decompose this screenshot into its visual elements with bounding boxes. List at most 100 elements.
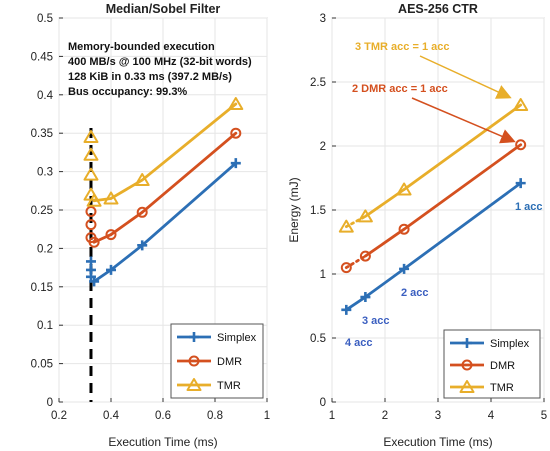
left-x-axis-label: Execution Time (ms): [108, 435, 217, 449]
series-tmr: [338, 98, 529, 233]
tmr-marker: [86, 193, 102, 207]
y-tick-label: 0.5: [37, 13, 53, 25]
tmr-marker: [83, 130, 99, 144]
x-tick-label: 4: [488, 410, 495, 422]
x-tick-label: 5: [541, 410, 547, 422]
series-line-segment: [140, 102, 238, 182]
left-chart-title: Median/Sobel Filter: [106, 2, 221, 16]
y-tick-label: 0.25: [31, 205, 53, 217]
annotation-line-3: 128 KiB in 0.33 ms (397.2 MB/s): [68, 71, 232, 83]
legend-label-dmr: DMR: [490, 360, 515, 372]
y-tick-label: 0: [320, 397, 326, 409]
series-line-segment: [344, 214, 367, 229]
median-sobel-panel: 0.2 0.4 0.6 0.8 1 0 0.05 0.1 0.15 0.2 0.25 0.3 0.35 0…: [31, 2, 271, 449]
x-tick-label: 3: [435, 410, 441, 422]
y-tick-label: 0.2: [37, 243, 53, 255]
dmr-marker: [359, 250, 371, 262]
series-line-segment: [344, 295, 367, 312]
y-tick-label: 2: [320, 141, 326, 153]
x-tick-label: 0.8: [207, 410, 223, 422]
tmr-marker: [228, 97, 244, 111]
x-tick-label: 1: [264, 410, 270, 422]
series-dmr: [85, 127, 242, 248]
series-line-segment: [140, 161, 238, 247]
simplex-marker: [89, 276, 100, 287]
y-tick-label: 0.05: [31, 359, 53, 371]
y-tick-label: 0.45: [31, 51, 53, 63]
simplex-marker: [230, 158, 241, 169]
series-line-segment: [109, 210, 144, 236]
annotation-line-1: Memory-bounded execution: [68, 41, 215, 53]
acc-4-label: 4 acc: [345, 337, 373, 349]
legend-label-dmr: DMR: [217, 356, 242, 368]
simplex-marker: [341, 304, 352, 315]
tmr-marker: [396, 182, 412, 196]
simplex-marker: [137, 240, 148, 251]
x-tick-label: 0.4: [103, 410, 120, 422]
y-tick-label: 1: [320, 269, 326, 281]
series-line-segment: [402, 181, 523, 271]
y-tick-label: 0: [47, 397, 53, 409]
y-tick-label: 0.1: [37, 320, 53, 332]
tmr-marker: [513, 98, 529, 112]
annotation-line-4: Bus occupancy: 99.3%: [68, 86, 187, 98]
tmr-marker: [134, 173, 150, 187]
tmr-marker: [186, 378, 202, 391]
series-line-segment: [363, 227, 406, 258]
legend-label-tmr: TMR: [217, 380, 241, 392]
dmr-marker: [398, 223, 410, 235]
dmr-marker: [230, 127, 242, 139]
dmr-marker: [188, 355, 200, 367]
series-line-segment: [109, 243, 144, 272]
dmr-marker: [85, 206, 97, 218]
series-dmr: [340, 139, 527, 274]
x-tick-label: 2: [382, 410, 388, 422]
y-tick-label: 0.4: [37, 90, 54, 102]
dmr-marker: [136, 206, 148, 218]
tmr-marker: [357, 209, 373, 223]
dmr-marker: [88, 236, 100, 248]
dmr-marker: [85, 219, 97, 231]
series-simplex: [85, 158, 241, 287]
simplex-marker: [189, 332, 199, 342]
simplex-marker: [515, 178, 526, 189]
left-legend: Simplex DMR TMR: [170, 323, 264, 399]
dmr-acc-arrow: [411, 97, 516, 144]
simplex-marker: [85, 256, 96, 267]
acc-1-label: 1 acc: [515, 201, 543, 213]
aes-panel: 1 2 3 4 5 0 0.5 1 1.5 2 2.5 3 AES-256 CTR Execution…: [287, 2, 547, 449]
legend-label-simplex: Simplex: [217, 332, 257, 344]
x-tick-label: 0.2: [51, 410, 67, 422]
dmr-marker: [340, 262, 352, 274]
dmr-marker: [105, 229, 117, 241]
right-legend-items: Simplex DMR TMR: [450, 338, 530, 394]
simplex-marker: [399, 263, 410, 274]
series-tmr: [83, 97, 244, 207]
legend-label-tmr: TMR: [490, 382, 514, 394]
series-line-segment: [92, 268, 113, 283]
tmr-acc-label: 3 TMR acc = 1 acc: [355, 41, 449, 53]
left-legend-items: Simplex DMR TMR: [177, 332, 257, 392]
right-y-axis-label: Energy (mJ): [287, 177, 301, 242]
series-line-segment: [402, 143, 523, 231]
series-line-segment: [140, 131, 238, 214]
dmr-marker: [515, 139, 527, 151]
simplex-marker: [106, 264, 116, 275]
series-line-segment: [363, 267, 406, 299]
simplex-marker: [462, 338, 472, 348]
right-x-axis-label: Execution Time (ms): [383, 435, 492, 449]
y-tick-label: 3: [320, 13, 326, 25]
right-ticks: 1 2 3 4 5 0 0.5 1 1.5 2 2.5 3: [310, 13, 547, 422]
acc-3-label: 3 acc: [362, 315, 390, 327]
series-line-segment: [402, 103, 523, 191]
tmr-marker: [459, 380, 475, 393]
tmr-acc-arrow: [419, 55, 512, 99]
series-simplex: [341, 178, 526, 315]
tmr-marker: [103, 191, 119, 205]
left-series: [83, 97, 244, 287]
right-legend: Simplex DMR TMR: [443, 329, 541, 399]
tmr-marker: [83, 147, 99, 161]
x-tick-label: 1: [329, 410, 335, 422]
x-tick-label: 0.6: [155, 410, 171, 422]
